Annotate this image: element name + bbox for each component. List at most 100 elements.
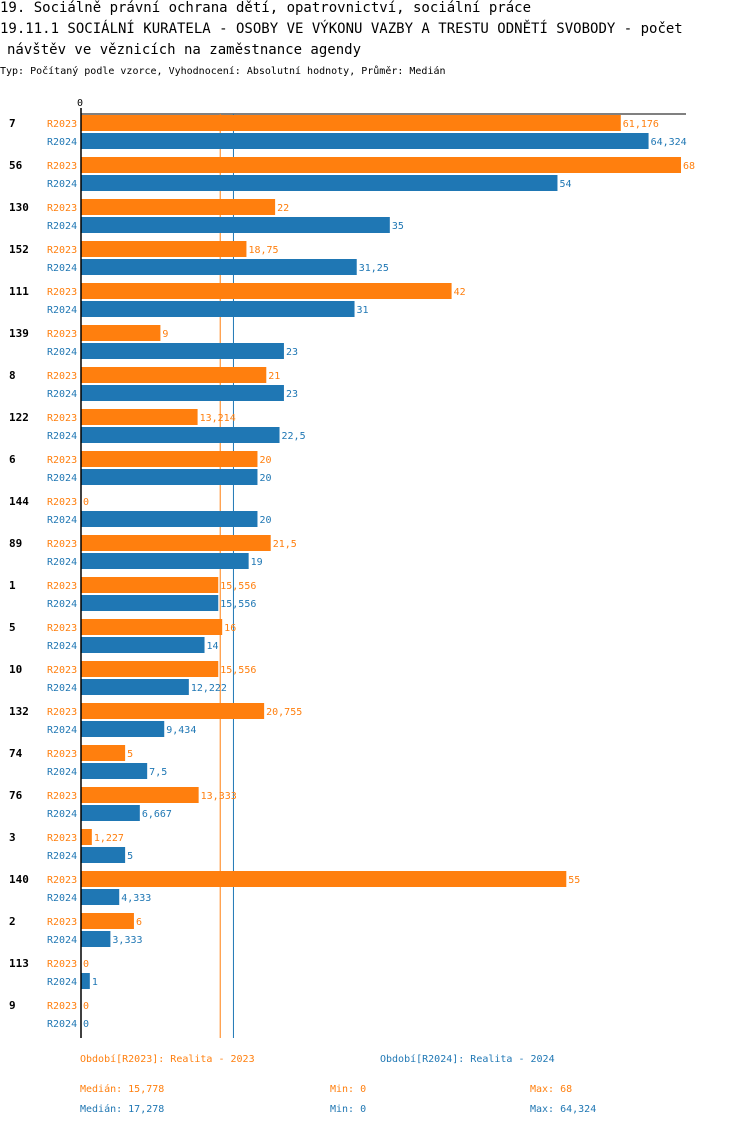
series-label-r2023: R2023 xyxy=(47,791,77,802)
series-label-r2023: R2023 xyxy=(47,1001,77,1012)
data-label-r2023: 0 xyxy=(83,497,89,508)
stat-median-r2024: Medián: 17,278 xyxy=(80,1104,165,1115)
data-label-r2024: 5 xyxy=(127,851,133,862)
bar-r2024 xyxy=(81,763,148,779)
category-label: 56 xyxy=(9,159,23,172)
bar-r2024 xyxy=(81,427,280,443)
series-label-r2023: R2023 xyxy=(47,497,77,508)
bar-r2024 xyxy=(81,721,165,737)
data-label-r2023: 20,755 xyxy=(266,707,302,718)
data-label-r2023: 13,214 xyxy=(200,413,236,424)
data-label-r2024: 9,434 xyxy=(166,725,196,736)
series-label-r2024: R2024 xyxy=(47,683,77,694)
series-label-r2023: R2023 xyxy=(47,245,77,256)
bar-r2023 xyxy=(81,871,567,887)
data-label-r2023: 21,5 xyxy=(273,539,297,550)
data-label-r2023: 55 xyxy=(568,875,580,886)
series-label-r2024: R2024 xyxy=(47,179,77,190)
bar-r2024 xyxy=(81,847,126,863)
bar-r2023 xyxy=(81,325,161,341)
bar-r2023 xyxy=(81,199,276,215)
bar-r2023 xyxy=(81,829,92,845)
data-label-r2024: 0 xyxy=(83,1019,89,1030)
bar-r2023 xyxy=(81,115,621,131)
category-label: 130 xyxy=(9,201,29,214)
data-label-r2023: 18,75 xyxy=(248,245,278,256)
series-label-r2024: R2024 xyxy=(47,557,77,568)
series-label-r2024: R2024 xyxy=(47,809,77,820)
legend-r2024: Období[R2024]: Realita - 2024 xyxy=(380,1054,555,1065)
category-label: 2 xyxy=(9,915,16,928)
bar-r2024 xyxy=(81,343,284,359)
x-axis-zero-label: 0 xyxy=(77,98,83,109)
data-label-r2023: 15,556 xyxy=(220,665,256,676)
category-label: 76 xyxy=(9,789,23,802)
data-label-r2024: 35 xyxy=(392,221,404,232)
data-label-r2023: 1,227 xyxy=(94,833,124,844)
data-label-r2023: 42 xyxy=(454,287,466,298)
series-label-r2024: R2024 xyxy=(47,389,77,400)
data-label-r2024: 31 xyxy=(357,305,369,316)
series-label-r2023: R2023 xyxy=(47,119,77,130)
data-label-r2024: 7,5 xyxy=(149,767,167,778)
bar-r2024 xyxy=(81,595,219,611)
bar-r2023 xyxy=(81,619,223,635)
bar-r2023 xyxy=(81,913,134,929)
data-label-r2023: 16 xyxy=(224,623,236,634)
bar-r2024 xyxy=(81,259,357,275)
stat-max-r2024: Max: 64,324 xyxy=(530,1104,597,1115)
data-label-r2023: 20 xyxy=(259,455,271,466)
data-label-r2023: 15,556 xyxy=(220,581,256,592)
series-label-r2024: R2024 xyxy=(47,977,77,988)
category-label: 1 xyxy=(9,579,16,592)
stat-max-r2023: Max: 68 xyxy=(530,1084,573,1095)
series-label-r2023: R2023 xyxy=(47,875,77,886)
stat-min-r2024: Min: 0 xyxy=(330,1104,367,1115)
category-label: 139 xyxy=(9,327,29,340)
chart-title-line-2: 19.11.1 SOCIÁLNÍ KURATELA - OSOBY VE VÝK… xyxy=(0,21,683,37)
bar-r2023 xyxy=(81,451,258,467)
bar-r2024 xyxy=(81,637,205,653)
series-label-r2023: R2023 xyxy=(47,581,77,592)
data-label-r2024: 64,324 xyxy=(651,137,687,148)
bar-r2023 xyxy=(81,577,219,593)
category-label: 140 xyxy=(9,873,29,886)
series-label-r2024: R2024 xyxy=(47,305,77,316)
data-label-r2023: 6 xyxy=(136,917,142,928)
category-label: 111 xyxy=(9,285,29,298)
series-label-r2023: R2023 xyxy=(47,203,77,214)
category-label: 5 xyxy=(9,621,16,634)
category-label: 6 xyxy=(9,453,16,466)
category-label: 7 xyxy=(9,117,16,130)
data-label-r2024: 1 xyxy=(92,977,98,988)
bar-r2023 xyxy=(81,367,267,383)
series-label-r2023: R2023 xyxy=(47,665,77,676)
bar-r2023 xyxy=(81,535,271,551)
series-label-r2024: R2024 xyxy=(47,431,77,442)
data-label-r2024: 54 xyxy=(559,179,571,190)
bar-r2024 xyxy=(81,805,140,821)
series-label-r2024: R2024 xyxy=(47,893,77,904)
series-label-r2024: R2024 xyxy=(47,641,77,652)
data-label-r2024: 3,333 xyxy=(112,935,142,946)
stat-median-r2023: Medián: 15,778 xyxy=(80,1084,165,1095)
category-label: 144 xyxy=(9,495,29,508)
series-label-r2024: R2024 xyxy=(47,767,77,778)
data-label-r2023: 22 xyxy=(277,203,289,214)
series-label-r2023: R2023 xyxy=(47,413,77,424)
series-label-r2023: R2023 xyxy=(47,371,77,382)
series-label-r2024: R2024 xyxy=(47,347,77,358)
bar-r2024 xyxy=(81,217,390,233)
data-label-r2024: 15,556 xyxy=(220,599,256,610)
data-label-r2023: 13,333 xyxy=(201,791,237,802)
category-label: 9 xyxy=(9,999,16,1012)
series-label-r2023: R2023 xyxy=(47,707,77,718)
data-label-r2024: 20 xyxy=(259,473,271,484)
bar-r2024 xyxy=(81,931,111,947)
series-label-r2024: R2024 xyxy=(47,1019,77,1030)
data-label-r2024: 19 xyxy=(251,557,263,568)
data-label-r2024: 4,333 xyxy=(121,893,151,904)
chart-title-line-1: 19. Sociálně právní ochrana dětí, opatro… xyxy=(0,0,532,16)
series-label-r2023: R2023 xyxy=(47,917,77,928)
